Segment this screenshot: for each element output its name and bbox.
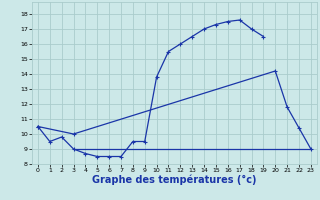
- X-axis label: Graphe des températures (°c): Graphe des températures (°c): [92, 175, 257, 185]
